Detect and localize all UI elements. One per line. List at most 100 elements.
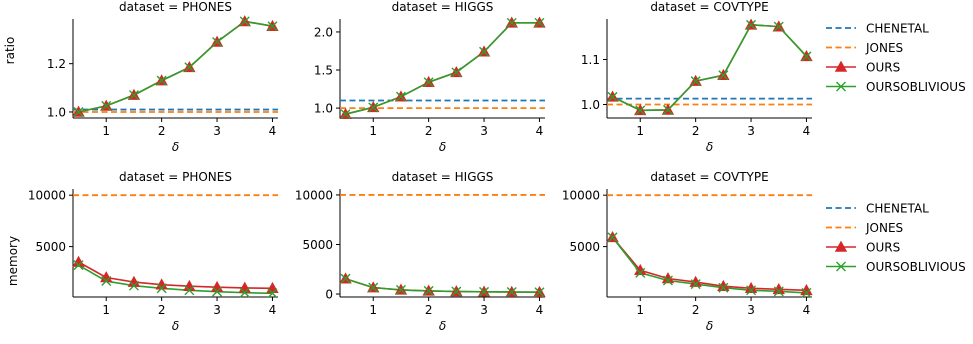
x-tick-label: 1	[369, 124, 377, 138]
x-tick-label: 3	[747, 124, 755, 138]
legend-label: OURSOBLIVIOUS	[866, 80, 966, 94]
y-axis-label: ratio	[3, 37, 17, 65]
series-line-ours	[612, 23, 808, 112]
legend-top: CHENETAL JONES OURS OURSOBLIVIOUS	[826, 22, 966, 94]
y-tick-label: 1.5	[314, 64, 333, 78]
x-tick-label: 3	[480, 303, 488, 317]
legend-label: OURS	[866, 61, 900, 75]
x-tick-label: 1	[369, 303, 377, 317]
x-tick-label: 1	[636, 303, 644, 317]
subplot-title: dataset = COVTYPE	[650, 170, 768, 184]
subplot-title: dataset = PHONES	[119, 0, 232, 14]
x-tick-label: 2	[158, 124, 166, 138]
x-tick-label: 4	[536, 124, 544, 138]
x-tick-label: 2	[692, 124, 700, 138]
legend-marker	[836, 81, 846, 92]
x-axis-label: δ	[706, 140, 713, 154]
y-tick-label: 10000	[295, 188, 333, 202]
y-tick-label: 1.0	[314, 102, 333, 116]
series-line-ours	[78, 261, 273, 290]
data-point-oursoblivious	[101, 276, 112, 287]
subplot-memory-2: dataset = HIGGS 1 2 3 4 0 5000 10000 δ	[295, 170, 546, 333]
legend-label: OURSOBLIVIOUS	[866, 260, 966, 274]
data-point-oursoblivious	[73, 260, 84, 271]
x-tick-label: 4	[269, 124, 277, 138]
series-line-ours	[345, 21, 540, 115]
y-tick-label: 10000	[28, 189, 66, 203]
y-tick-label: 10000	[562, 189, 600, 203]
data-point-oursoblivious	[184, 62, 195, 73]
subplot-ratio-3: dataset = COVTYPE 1 2 3 4 1.0 1.1 δ	[581, 0, 813, 154]
data-point-oursoblivious	[267, 288, 278, 299]
data-point-oursoblivious	[534, 17, 545, 28]
subplot-ratio-2: dataset = HIGGS 1 2 3 4 1.0 1.5 2.0 δ	[314, 0, 546, 154]
data-point-oursoblivious	[73, 106, 84, 117]
data-point-oursoblivious	[773, 286, 784, 297]
data-point-oursoblivious	[773, 21, 784, 32]
legend-label: OURS	[866, 241, 900, 255]
x-tick-label: 3	[213, 303, 221, 317]
data-point-oursoblivious	[662, 104, 673, 115]
x-axis-label: δ	[706, 319, 713, 333]
data-point-oursoblivious	[801, 287, 812, 298]
subplot-title: dataset = HIGGS	[392, 0, 494, 14]
x-tick-label: 4	[803, 303, 811, 317]
legend-label: CHENETAL	[866, 22, 929, 36]
data-point-oursoblivious	[451, 286, 462, 297]
data-point-oursoblivious	[156, 283, 167, 294]
legend-marker	[834, 60, 848, 72]
y-tick-label: 1.0	[581, 98, 600, 112]
x-axis-label: δ	[439, 140, 446, 154]
x-tick-label: 3	[213, 124, 221, 138]
data-point-oursoblivious	[423, 77, 434, 88]
subplot-title: dataset = HIGGS	[392, 170, 494, 184]
x-axis-label: δ	[172, 140, 179, 154]
data-point-oursoblivious	[506, 287, 517, 298]
data-point-oursoblivious	[479, 286, 490, 297]
x-tick-label: 4	[536, 303, 544, 317]
y-tick-label: 0	[325, 288, 333, 302]
x-axis-label: δ	[172, 319, 179, 333]
y-tick-label: 1.1	[581, 53, 600, 67]
x-axis-label: δ	[439, 319, 446, 333]
legend-label: CHENETAL	[866, 202, 929, 216]
x-tick-label: 3	[480, 124, 488, 138]
subplot-memory-1: dataset = PHONES 1 2 3 4 5000 10000 δ memory	[6, 170, 279, 333]
series-line-ours	[611, 236, 807, 292]
data-point-oursoblivious	[128, 90, 139, 101]
legend-label: JONES	[865, 41, 903, 55]
x-tick-label: 3	[747, 303, 755, 317]
y-axis-label: memory	[6, 236, 20, 286]
legend-label: JONES	[865, 221, 903, 235]
x-tick-label: 1	[102, 124, 110, 138]
data-point-oursoblivious	[479, 46, 490, 57]
legend-marker	[834, 240, 848, 252]
data-point-oursoblivious	[607, 91, 618, 102]
data-point-oursoblivious	[212, 286, 223, 297]
x-tick-label: 1	[636, 124, 644, 138]
x-tick-label: 2	[158, 303, 166, 317]
x-tick-label: 2	[425, 124, 433, 138]
series-line-ours	[78, 20, 273, 113]
data-point-oursoblivious	[801, 51, 812, 62]
y-tick-label: 1.2	[47, 57, 66, 71]
x-tick-label: 1	[102, 303, 110, 317]
subplot-memory-3: dataset = COVTYPE 1 2 3 4 5000 10000 δ	[562, 170, 813, 333]
data-point-oursoblivious	[718, 70, 729, 81]
y-tick-label: 2.0	[314, 25, 333, 39]
x-tick-label: 4	[803, 124, 811, 138]
series-line-oursoblivious	[345, 21, 540, 115]
data-point-oursoblivious	[368, 102, 379, 113]
series-line-oursoblivious	[612, 23, 808, 112]
data-point-oursoblivious	[184, 285, 195, 296]
data-point-oursoblivious	[534, 287, 545, 298]
data-point-oursoblivious	[635, 105, 646, 116]
data-point-oursoblivious	[239, 16, 250, 27]
y-tick-label: 1.0	[47, 105, 66, 119]
data-point-oursoblivious	[239, 287, 250, 298]
data-point-oursoblivious	[128, 280, 139, 291]
x-tick-label: 2	[692, 303, 700, 317]
subplot-title: dataset = COVTYPE	[650, 0, 768, 14]
data-point-oursoblivious	[607, 232, 618, 243]
